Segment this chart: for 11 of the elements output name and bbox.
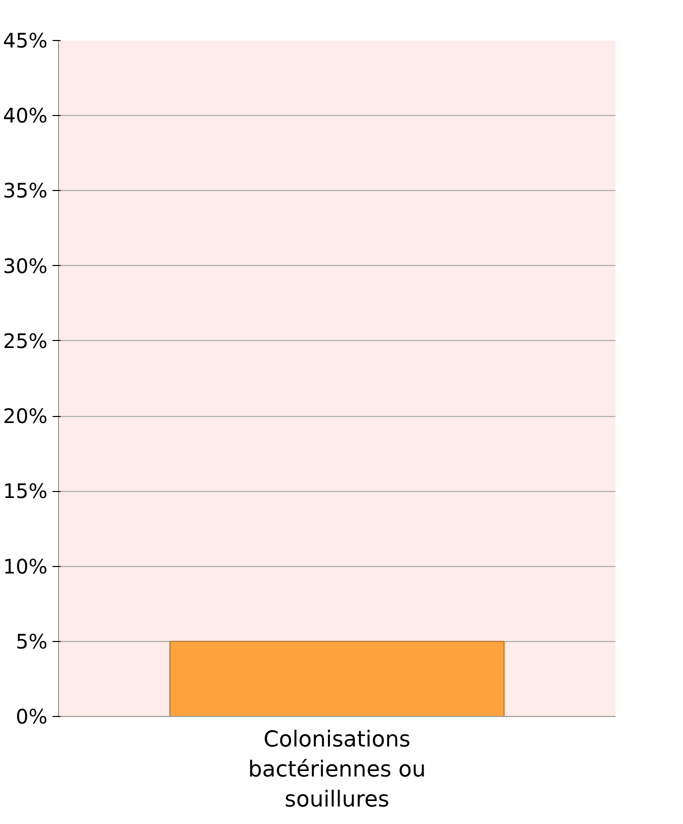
y-tick-label: 5% xyxy=(16,629,48,654)
y-tick-label: 10% xyxy=(3,554,48,578)
x-tick-label: Colonisations bactériennes ou souillures xyxy=(248,728,426,812)
y-tick-label: 40% xyxy=(3,104,48,128)
y-tick-label: 0% xyxy=(16,704,48,728)
y-tick-label: 45% xyxy=(3,28,48,52)
y-tick-label: 35% xyxy=(3,178,48,203)
y-tick-label: 30% xyxy=(3,254,48,278)
y-tick-label: 20% xyxy=(3,404,48,428)
y-tick-label: 25% xyxy=(3,328,48,353)
y-tick-label: 15% xyxy=(3,479,48,504)
